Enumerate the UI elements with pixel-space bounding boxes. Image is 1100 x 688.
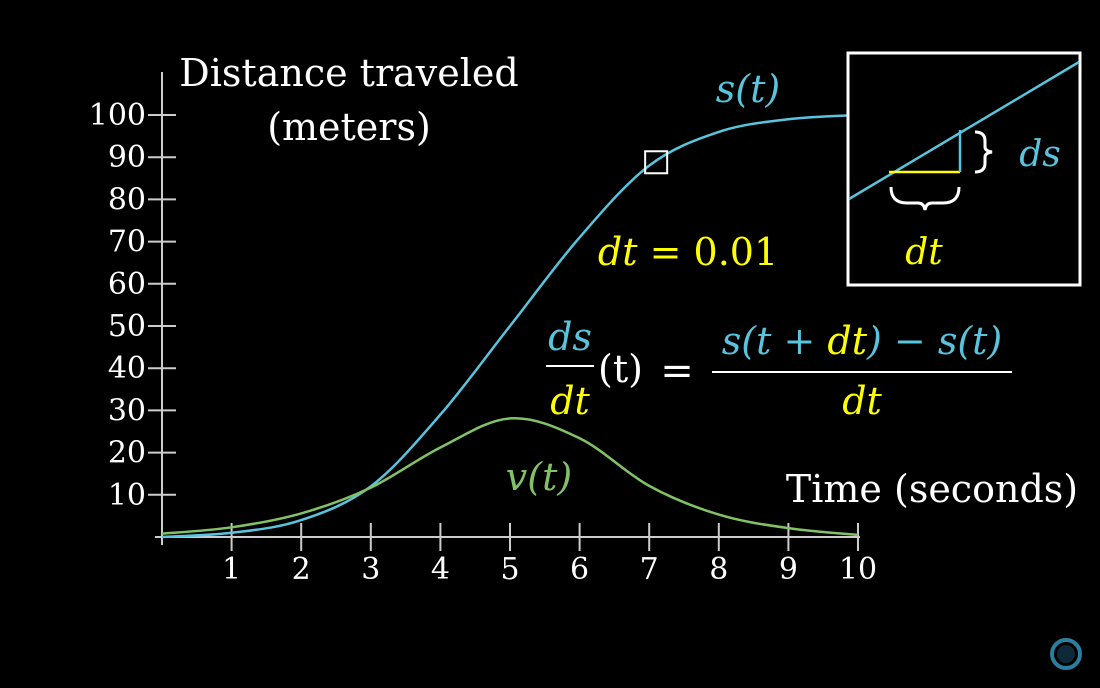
derivative-ds: ds xyxy=(548,315,592,359)
inset-dt-brace xyxy=(889,186,961,211)
series-v-line xyxy=(161,417,859,537)
axes: 1 2 3 4 5 6 7 8 9 10 10 20 30 40 50 60 70 80 90 100 xyxy=(89,72,877,587)
x-tick-label: 10 xyxy=(839,552,877,587)
derivative-formula: ds dt (t) = s(t + dt) − s(t) dt xyxy=(546,315,1012,423)
y-tick-label: 80 xyxy=(108,182,146,217)
y-tick-label: 10 xyxy=(108,478,146,513)
x-tick-label: 5 xyxy=(500,552,519,587)
inset-frame xyxy=(846,51,1082,287)
x-tick-label: 1 xyxy=(222,552,241,587)
x-tick-label: 3 xyxy=(361,552,380,587)
x-tick-label: 8 xyxy=(709,552,728,587)
derivative-equals: = xyxy=(660,348,694,394)
x-tick-label: 9 xyxy=(779,552,798,587)
x-tick-label: 2 xyxy=(292,552,311,587)
derivative-dt: dt xyxy=(550,379,590,423)
zoom-inset: ds dt xyxy=(846,51,1082,287)
y-tick-label: 50 xyxy=(108,309,146,344)
x-axis-label: Time (seconds) xyxy=(786,467,1078,511)
derivative-arg: (t) xyxy=(598,347,643,391)
loading-spinner-icon xyxy=(1050,638,1082,670)
y-tick-label: 20 xyxy=(108,436,146,471)
inset-ds-brace xyxy=(974,130,993,174)
derivative-numerator: s(t + dt) − s(t) xyxy=(722,319,1002,363)
x-tick-label: 7 xyxy=(640,552,659,587)
series-s-label: s(t) xyxy=(716,67,780,111)
y-tick-label: 30 xyxy=(108,393,146,428)
x-tick-label: 4 xyxy=(431,552,450,587)
series-s-line xyxy=(161,113,859,539)
y-tick-label: 100 xyxy=(89,98,146,133)
inset-dt-label: dt xyxy=(905,232,943,273)
y-axis-label-line2: (meters) xyxy=(267,105,431,149)
y-tick-label: 40 xyxy=(108,351,146,386)
inset-ds-label: ds xyxy=(1019,134,1061,175)
highlight-box xyxy=(644,150,669,175)
x-tick-label: 6 xyxy=(570,552,589,587)
y-tick-label: 60 xyxy=(108,267,146,302)
y-axis-label-line1: Distance traveled xyxy=(179,51,518,95)
derivative-denominator: dt xyxy=(842,379,882,423)
dt-equation: dt = 0.01 xyxy=(598,230,778,274)
y-tick-label: 70 xyxy=(108,225,146,260)
inset-tangent-line xyxy=(848,60,1080,201)
series-v-label: v(t) xyxy=(506,455,572,499)
y-tick-label: 90 xyxy=(108,140,146,175)
